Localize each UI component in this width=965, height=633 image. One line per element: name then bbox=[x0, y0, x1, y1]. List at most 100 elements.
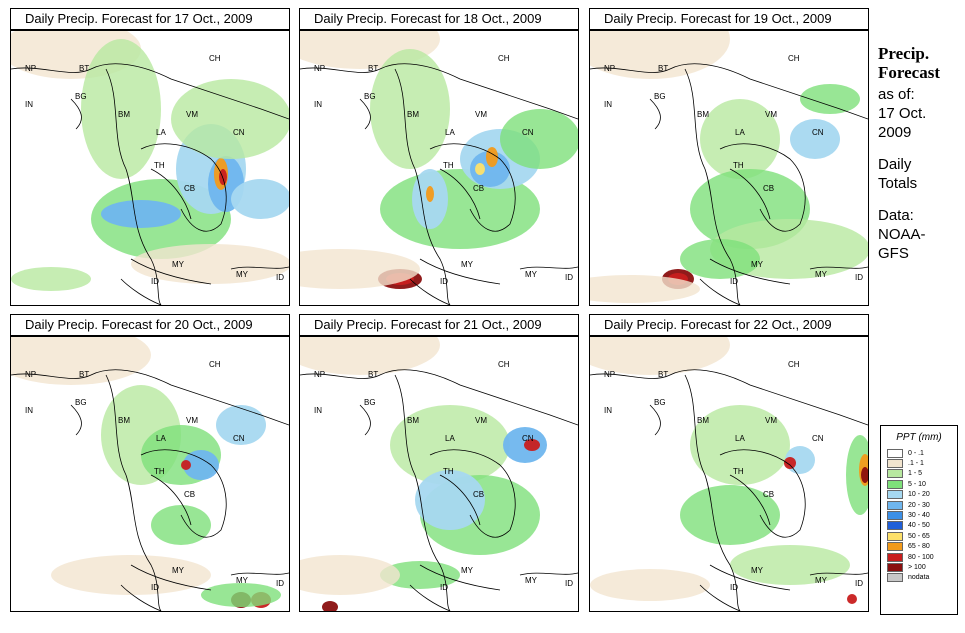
precip-cell bbox=[790, 119, 840, 159]
country-border bbox=[130, 564, 212, 591]
country-border bbox=[729, 474, 771, 526]
legend-label: nodata bbox=[908, 574, 930, 582]
country-border bbox=[684, 68, 741, 305]
country-label: CB bbox=[763, 490, 774, 499]
country-border bbox=[105, 374, 162, 611]
legend-label: 65 - 80 bbox=[908, 543, 930, 551]
country-label: CH bbox=[209, 360, 221, 369]
country-label: MY bbox=[815, 576, 828, 585]
country-label: NP bbox=[25, 370, 36, 379]
country-border bbox=[120, 278, 162, 305]
country-border bbox=[709, 564, 791, 591]
precip-field bbox=[11, 31, 289, 291]
country-border bbox=[709, 258, 791, 285]
country-label: VM bbox=[475, 110, 487, 119]
precip-cell bbox=[101, 200, 181, 228]
country-border bbox=[719, 449, 806, 538]
legend-label: 5 - 10 bbox=[908, 480, 926, 488]
country-label: TH bbox=[443, 467, 454, 476]
country-border bbox=[70, 98, 82, 130]
country-label: MY bbox=[461, 260, 474, 269]
precip-cell bbox=[380, 561, 460, 589]
precip-cell bbox=[181, 460, 191, 470]
country-border bbox=[394, 374, 451, 611]
legend-swatch bbox=[887, 521, 903, 531]
country-label: CB bbox=[473, 184, 484, 193]
legend-item: 30 - 40 bbox=[887, 510, 957, 521]
precip-cell bbox=[426, 186, 434, 202]
country-label: NP bbox=[604, 64, 615, 73]
country-label: BT bbox=[368, 64, 378, 73]
country-border bbox=[230, 572, 289, 576]
map-canvas: NP BT BG IN CH BM VM LA CN TH CB MY ID MY ID bbox=[11, 337, 289, 611]
precip-cell bbox=[415, 470, 485, 530]
country-label: ID bbox=[440, 583, 448, 592]
country-border bbox=[429, 143, 516, 232]
country-label: BT bbox=[79, 370, 89, 379]
country-label: BT bbox=[658, 64, 668, 73]
precip-cell bbox=[300, 249, 420, 289]
data-source-line: NOAA- bbox=[878, 226, 926, 243]
precip-cell bbox=[81, 39, 161, 179]
country-label: CB bbox=[184, 490, 195, 499]
panel-title: Daily Precip. Forecast for 20 Oct., 2009 bbox=[10, 314, 290, 336]
precip-cell bbox=[730, 545, 850, 585]
legend-label: 10 - 20 bbox=[908, 491, 930, 499]
country-border bbox=[649, 404, 661, 436]
country-border bbox=[230, 266, 289, 270]
country-label: IN bbox=[314, 100, 322, 109]
precip-field bbox=[11, 337, 281, 608]
country-label: VM bbox=[765, 416, 777, 425]
country-label: CN bbox=[812, 434, 824, 443]
totals-line: Totals bbox=[878, 175, 918, 192]
country-label: TH bbox=[443, 161, 454, 170]
country-border bbox=[11, 369, 289, 426]
country-label: BT bbox=[368, 370, 378, 379]
panel-title: Daily Precip. Forecast for 21 Oct., 2009 bbox=[299, 314, 579, 336]
forecast-info: Precip. Forecast as of: 17 Oct. 2009 Dai… bbox=[878, 44, 963, 263]
precip-cell bbox=[300, 555, 400, 595]
precip-cell bbox=[171, 79, 289, 159]
country-label: ID bbox=[276, 579, 284, 588]
country-border bbox=[439, 474, 481, 526]
precip-map: NP BT BG IN CH BM VM LA CN TH CB MY ID MY ID bbox=[299, 336, 579, 612]
map-canvas: NP BT BG IN CH BM VM LA CN TH CB MY ID MY ID bbox=[11, 31, 289, 305]
country-label: MY bbox=[525, 576, 538, 585]
country-label: LA bbox=[445, 434, 455, 443]
legend-swatch bbox=[887, 562, 903, 572]
precip-cell bbox=[486, 147, 498, 167]
legend-label: 50 - 65 bbox=[908, 532, 930, 540]
legend-item: 50 - 65 bbox=[887, 531, 957, 541]
country-label: IN bbox=[604, 406, 612, 415]
country-label: BG bbox=[75, 398, 87, 407]
country-label: MY bbox=[236, 576, 249, 585]
country-label: TH bbox=[154, 467, 165, 476]
country-label: ID bbox=[730, 583, 738, 592]
country-label: LA bbox=[735, 434, 745, 443]
country-label: ID bbox=[151, 583, 159, 592]
country-border bbox=[719, 143, 806, 232]
country-border bbox=[590, 369, 868, 426]
precip-cell bbox=[183, 450, 219, 480]
precip-cell bbox=[216, 405, 266, 445]
legend-label: 40 - 50 bbox=[908, 522, 930, 530]
country-border bbox=[150, 474, 192, 526]
country-border bbox=[699, 278, 741, 305]
country-label: NP bbox=[25, 64, 36, 73]
precip-cell bbox=[231, 179, 289, 219]
precip-map: NP BT BG IN CH BM VM LA CN TH CB MY ID MY ID bbox=[589, 336, 869, 612]
legend-item: 5 - 10 bbox=[887, 479, 957, 489]
legend-swatch bbox=[887, 542, 903, 552]
legend-swatch bbox=[887, 552, 903, 562]
precip-cell bbox=[700, 99, 780, 179]
data-source-line: GFS bbox=[878, 245, 909, 262]
precip-map: NP BT BG IN CH BM VM LA CN TH CB MY ID MY ID bbox=[589, 30, 869, 306]
country-border bbox=[419, 258, 501, 285]
country-label: BM bbox=[407, 416, 419, 425]
precip-cell bbox=[784, 457, 796, 469]
country-border bbox=[70, 404, 82, 436]
map-canvas: NP BT BG IN CH BM VM LA CN TH CB MY ID MY ID bbox=[590, 337, 868, 611]
country-label: BM bbox=[118, 416, 130, 425]
country-border bbox=[519, 266, 578, 270]
country-border bbox=[150, 168, 192, 220]
